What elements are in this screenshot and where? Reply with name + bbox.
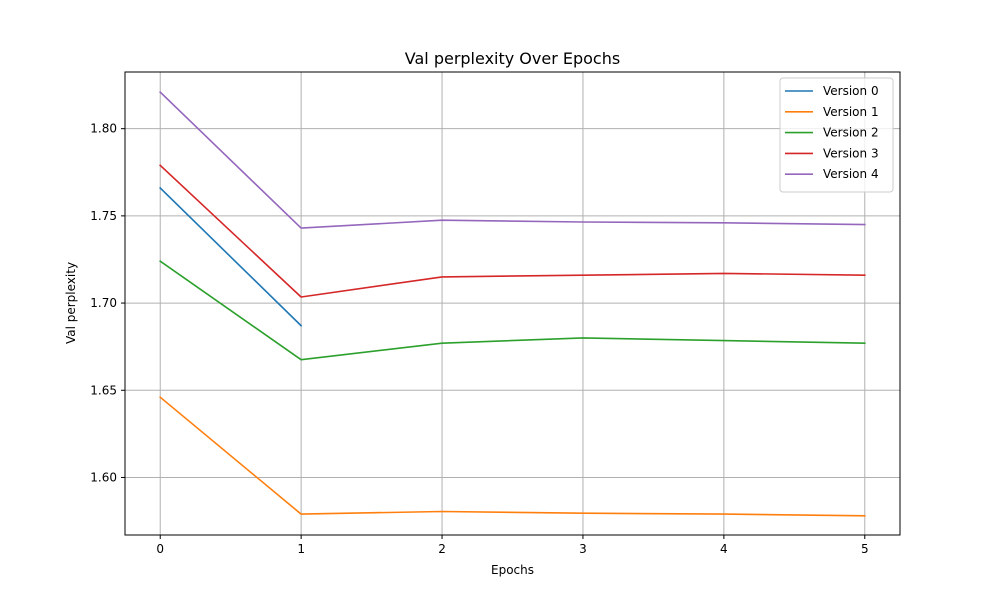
series-line-version-2 — [159, 260, 866, 361]
series-line-version-3 — [159, 164, 866, 298]
x-tick-label: 2 — [438, 542, 446, 556]
y-tick-label: 1.70 — [90, 296, 117, 310]
x-tick-label: 4 — [720, 542, 728, 556]
y-tick-label: 1.60 — [90, 470, 117, 484]
series-lines — [159, 90, 866, 517]
x-tick-label: 0 — [156, 542, 164, 556]
x-tick-label: 5 — [861, 542, 869, 556]
y-tick-label: 1.65 — [90, 383, 117, 397]
legend-label: Version 4 — [823, 167, 879, 181]
legend: Version 0 Version 1 Version 2 Version 3 Vers… — [779, 77, 894, 193]
legend-box — [779, 77, 894, 193]
x-tick-label: 1 — [297, 542, 305, 556]
axis-ticks: 0 1 2 3 4 5 1.60 1.65 1.70 1.75 1.80 — [90, 122, 868, 556]
legend-label: Version 1 — [823, 105, 879, 119]
x-tick-label: 3 — [579, 542, 587, 556]
series-line-version-0 — [159, 186, 303, 327]
legend-label: Version 0 — [823, 84, 879, 98]
chart-title: Val perplexity Over Epochs — [405, 49, 620, 68]
grid — [125, 72, 900, 535]
y-axis-label: Val perplexity — [64, 262, 78, 344]
series-line-version-4 — [159, 90, 866, 229]
legend-label: Version 2 — [823, 126, 879, 140]
x-axis-label: Epochs — [491, 563, 534, 577]
legend-label: Version 3 — [823, 146, 879, 160]
y-tick-label: 1.75 — [90, 209, 117, 223]
series-line-version-1 — [159, 396, 866, 517]
y-tick-label: 1.80 — [90, 122, 117, 136]
